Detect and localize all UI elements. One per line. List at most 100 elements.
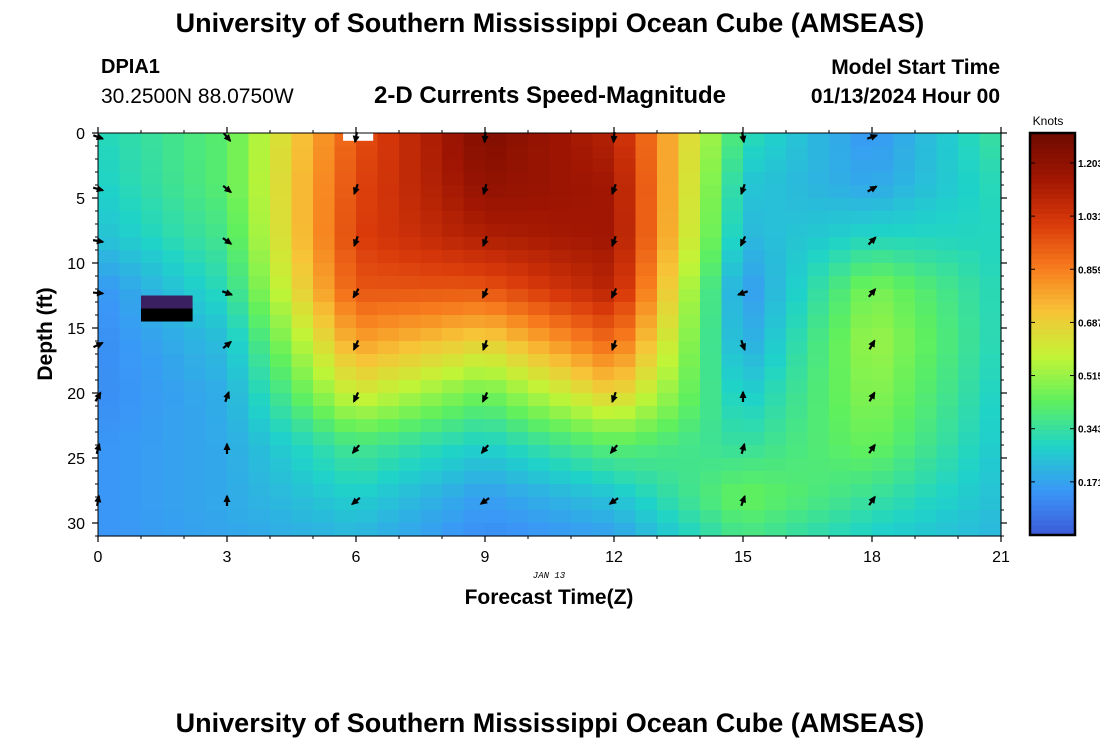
heatmap-cell: [485, 367, 508, 381]
heatmap-cell: [700, 393, 723, 407]
heatmap-cell: [270, 315, 293, 329]
colorbar-segment: [1030, 138, 1075, 144]
heatmap-cell: [979, 484, 1002, 498]
heatmap-cell: [420, 133, 443, 147]
heatmap-cell: [936, 497, 959, 511]
heatmap-cell: [377, 172, 400, 186]
heatmap-cell: [549, 224, 572, 238]
heatmap-cell: [141, 432, 164, 446]
heatmap-cell: [420, 159, 443, 173]
heatmap-cell: [485, 198, 508, 212]
colorbar-segment: [1030, 163, 1075, 169]
heatmap-cell: [614, 211, 637, 225]
heatmap-cell: [721, 185, 744, 199]
colorbar-segment: [1030, 454, 1075, 461]
heatmap-cell: [549, 380, 572, 394]
heatmap-cell: [377, 263, 400, 277]
heatmap-cell: [119, 367, 142, 381]
heatmap-cell: [248, 302, 271, 316]
heatmap-cell: [700, 276, 723, 290]
heatmap-cell: [979, 380, 1002, 394]
heatmap-cell: [399, 237, 422, 251]
heatmap-cell: [334, 510, 357, 524]
heatmap-cell: [227, 367, 250, 381]
heatmap-cell: [356, 198, 379, 212]
heatmap-cell: [377, 328, 400, 342]
heatmap-cell: [807, 445, 830, 459]
heatmap-cell: [248, 224, 271, 238]
heatmap-cell: [850, 419, 873, 433]
current-vector: [352, 288, 360, 299]
y-tick-label: 0: [76, 126, 85, 143]
colorbar-segment: [1030, 313, 1075, 320]
heatmap-cell: [399, 445, 422, 459]
heatmap-cell: [334, 432, 357, 446]
heatmap-cell: [420, 523, 443, 537]
heatmap-cell: [979, 367, 1002, 381]
heatmap-cell: [958, 393, 981, 407]
heatmap-cell: [872, 276, 895, 290]
heatmap-cell: [463, 328, 486, 342]
heatmap-cell: [700, 471, 723, 485]
heatmap-cell: [399, 406, 422, 420]
colorbar-segment: [1030, 208, 1075, 214]
heatmap-cell: [635, 380, 658, 394]
heatmap-cell: [356, 315, 379, 329]
heatmap-cell: [549, 432, 572, 446]
current-vector: [223, 442, 231, 454]
heatmap-cell: [678, 276, 701, 290]
heatmap-cell: [291, 445, 314, 459]
heatmap-cell: [678, 315, 701, 329]
heatmap-cell: [764, 484, 787, 498]
heatmap-cell: [442, 380, 465, 394]
heatmap-cell: [614, 172, 637, 186]
colorbar-segment: [1030, 439, 1075, 446]
heatmap-cell: [334, 341, 357, 355]
heatmap-cell: [227, 419, 250, 433]
current-vector: [736, 289, 749, 296]
current-vector: [482, 339, 489, 352]
current-vector: [866, 134, 879, 141]
heatmap-cell: [786, 341, 809, 355]
heatmap-cell: [979, 471, 1002, 485]
heatmap-cell: [442, 484, 465, 498]
heatmap-cell: [571, 367, 594, 381]
heatmap-cell: [377, 484, 400, 498]
heatmap-cell: [442, 341, 465, 355]
heatmap-cell: [721, 146, 744, 160]
heatmap-cell: [227, 484, 250, 498]
heatmap-cell: [979, 146, 1002, 160]
heatmap-cell: [334, 146, 357, 160]
heatmap-cell: [248, 289, 271, 303]
heatmap-cell: [700, 458, 723, 472]
heatmap-cell: [162, 172, 185, 186]
heatmap-cell: [829, 497, 852, 511]
heatmap-cell: [485, 471, 508, 485]
heatmap-cell: [377, 185, 400, 199]
heatmap-cell: [571, 315, 594, 329]
heatmap-cell: [893, 367, 916, 381]
heatmap-cell: [936, 198, 959, 212]
current-vector: [481, 288, 489, 299]
current-vector: [222, 237, 233, 245]
heatmap-cell: [721, 276, 744, 290]
heatmap-cell: [291, 146, 314, 160]
heatmap-cell: [571, 458, 594, 472]
heatmap-cell: [958, 237, 981, 251]
heatmap-cell: [442, 510, 465, 524]
heatmap-cell: [915, 380, 938, 394]
heatmap-cell: [227, 159, 250, 173]
heatmap-cell: [356, 484, 379, 498]
y-tick-label: 25: [67, 451, 85, 468]
colorbar-segment: [1030, 318, 1075, 325]
heatmap-cell: [485, 341, 508, 355]
heatmap-cell: [399, 354, 422, 368]
heatmap-cell: [141, 406, 164, 420]
heatmap-cell: [764, 133, 787, 147]
heatmap-cell: [162, 432, 185, 446]
heatmap-cell: [313, 497, 336, 511]
heatmap-cell: [463, 458, 486, 472]
heatmap-cell: [678, 302, 701, 316]
colorbar-segment: [1030, 359, 1075, 365]
heatmap-cell: [614, 419, 637, 433]
